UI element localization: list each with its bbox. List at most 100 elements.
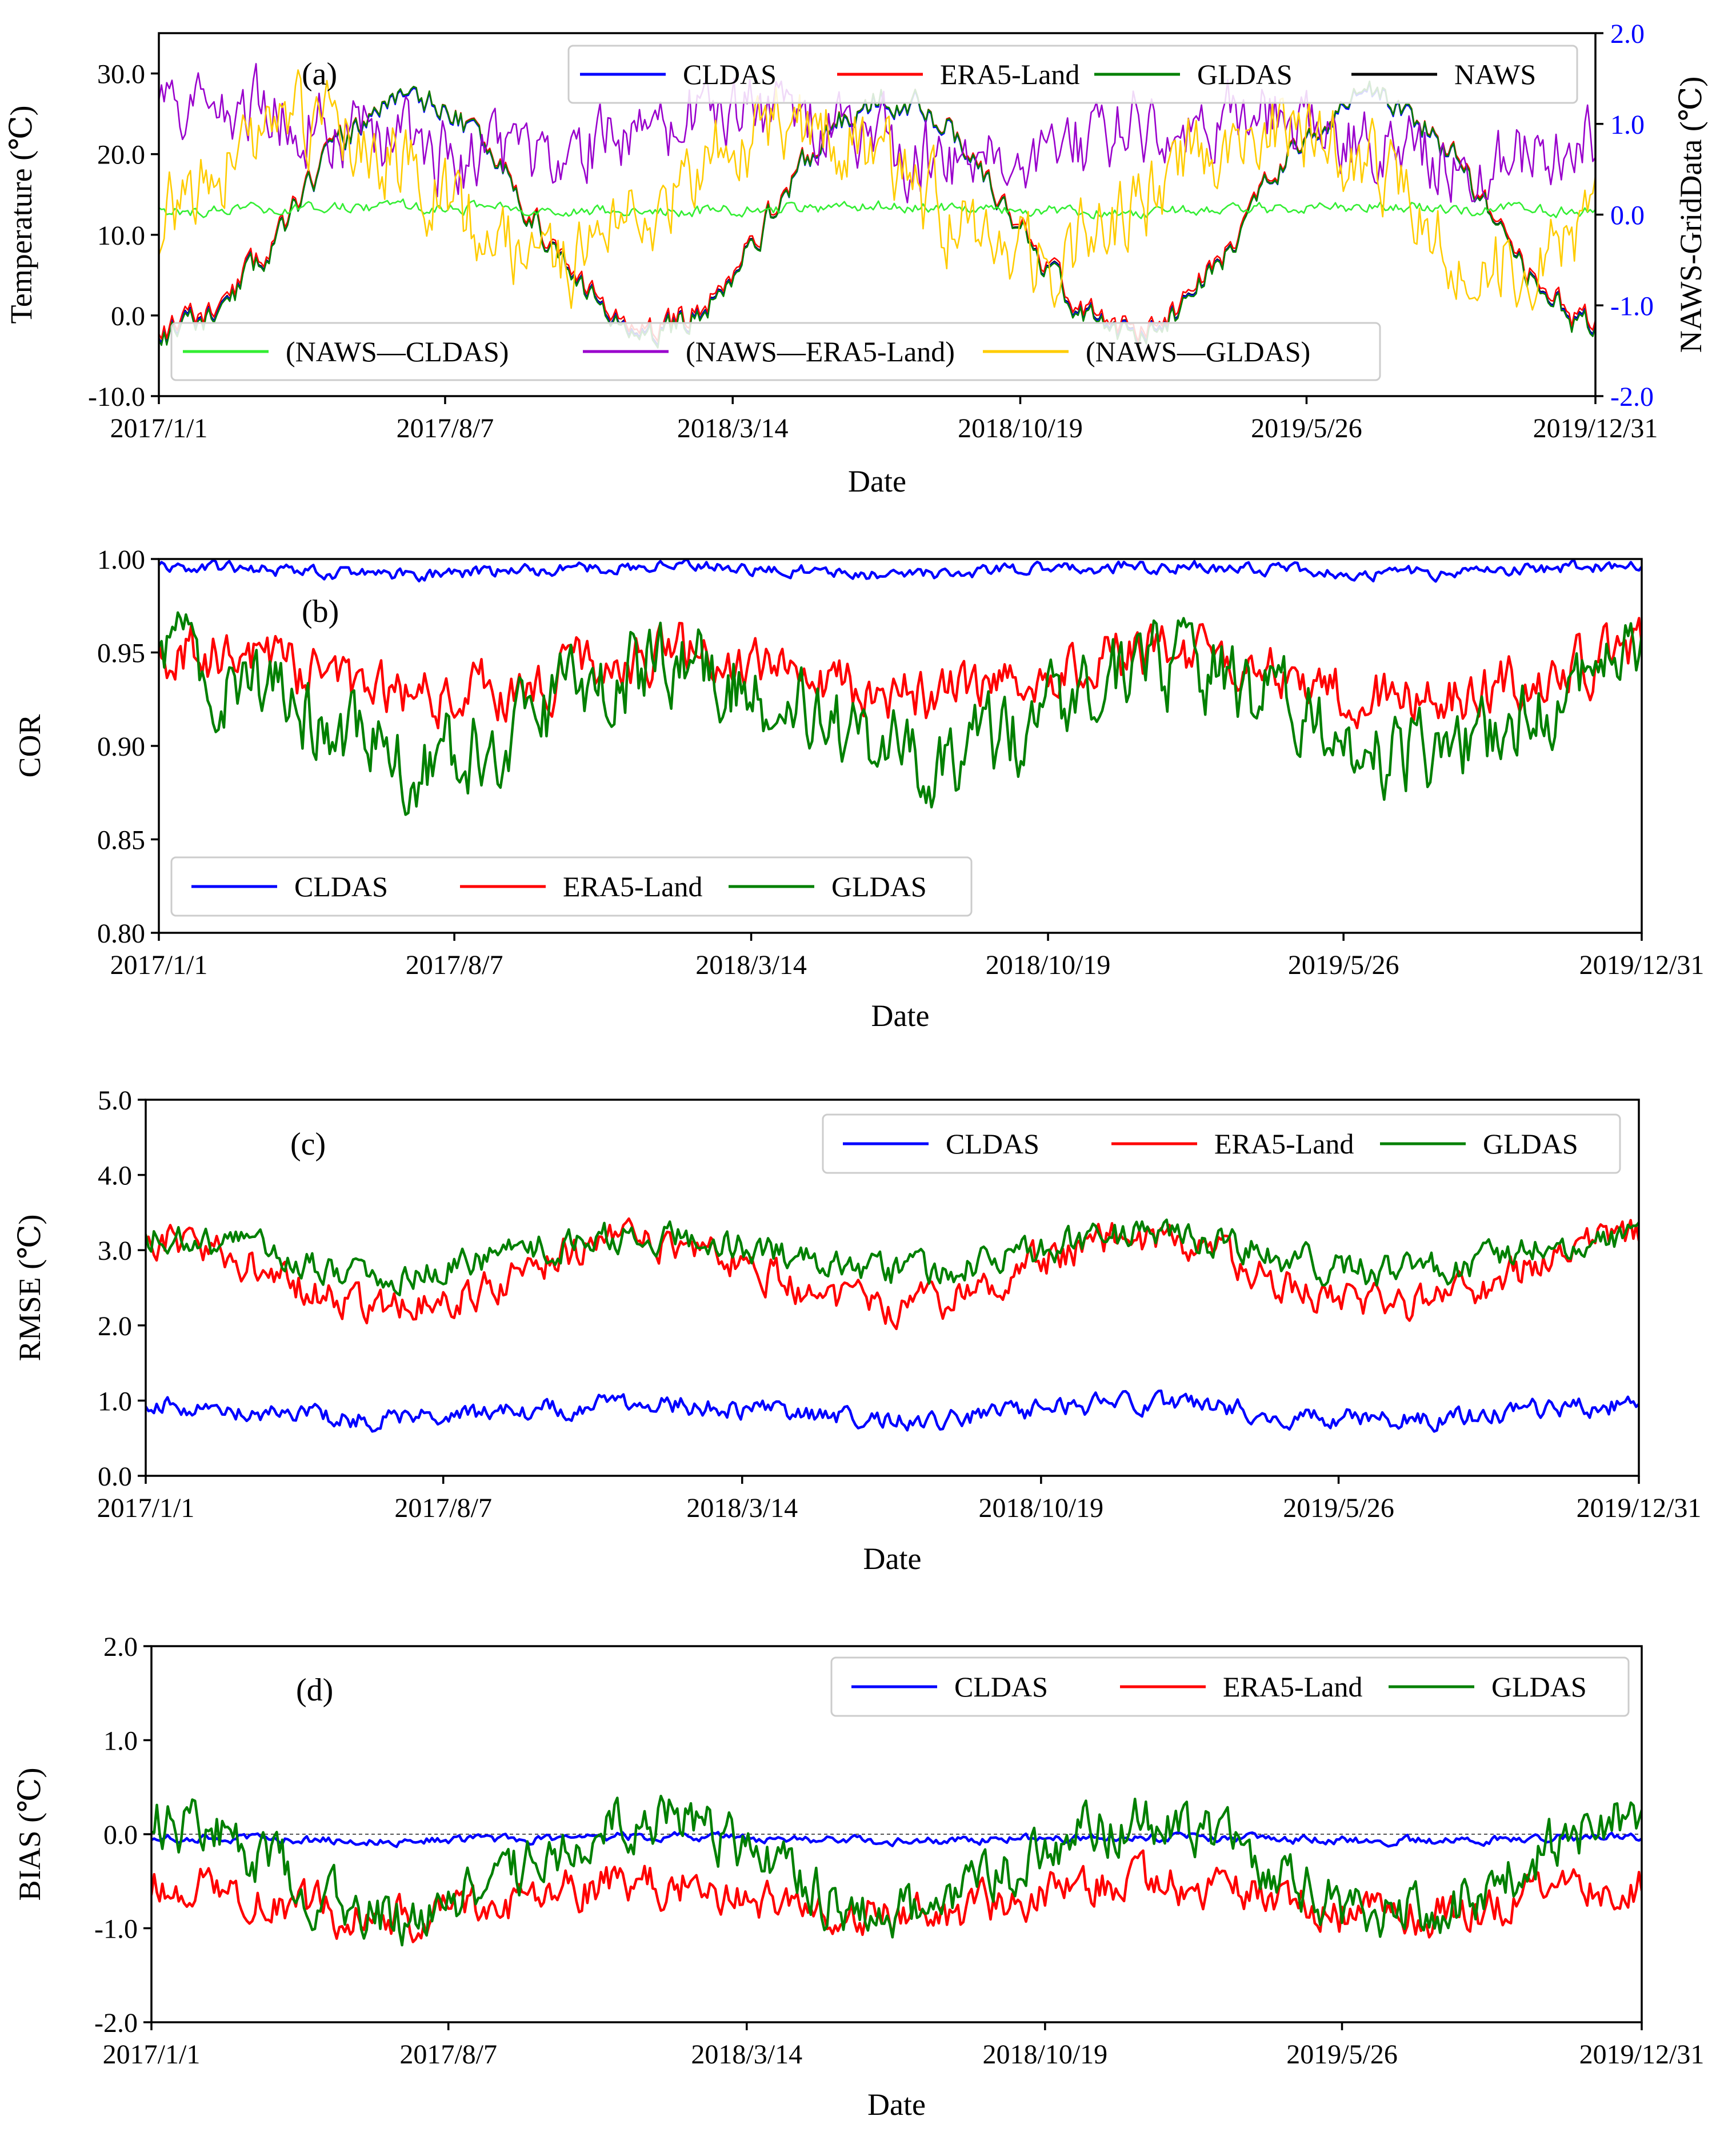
legend-entry-label: NAWS — [1454, 58, 1536, 90]
y-tick-label: 0.0 — [111, 301, 145, 332]
x-tick-label: 2019/5/26 — [1251, 413, 1362, 444]
legend-entry-label: CLDAS — [683, 58, 777, 90]
series-group — [146, 1217, 1639, 1433]
y-tick-label: -2.0 — [94, 2008, 138, 2038]
legend-frame — [822, 1113, 1621, 1174]
series-line-gldas — [159, 611, 1642, 816]
y-tick-label: 0.90 — [97, 732, 145, 762]
y-tick-label: 1.0 — [103, 1726, 138, 1756]
y-tick-label: 0.0 — [103, 1820, 138, 1850]
legend-entry-label: ERA5-Land — [563, 871, 702, 903]
panel-label: (b) — [302, 594, 339, 629]
panel-label: (a) — [302, 57, 337, 92]
y-tick-label: 0.0 — [98, 1462, 132, 1492]
series-line-cldas — [146, 1389, 1639, 1433]
legend: CLDAS ERA5-Land GLDAS — [822, 1113, 1621, 1174]
x-tick-label: 2018/10/19 — [983, 2039, 1108, 2070]
y-tick-label: 0.95 — [97, 638, 145, 669]
y-tick-label: 1.00 — [97, 545, 145, 575]
series-line-cldas — [151, 1831, 1642, 1848]
y2-tick-label: 1.0 — [1610, 110, 1645, 140]
panel-label: (c) — [290, 1127, 326, 1162]
x-axis-label: Date — [848, 464, 906, 498]
panel-c: 2017/1/1 2017/8/7 2018/3/14 2018/10/19 2019/… — [13, 1085, 1701, 1576]
y-tick-label: 4.0 — [98, 1161, 132, 1191]
y2-tick-label: -2.0 — [1610, 382, 1654, 412]
plot-frame — [145, 1099, 1640, 1477]
x-tick-label: 2018/3/14 — [691, 2039, 802, 2070]
panel-d: 2017/1/1 2017/8/7 2018/3/14 2018/10/19 2019/… — [13, 1632, 1704, 2122]
y-axis-label: COR — [13, 714, 47, 777]
x-tick-label: 2018/10/19 — [986, 950, 1111, 980]
panel-label: (d) — [296, 1672, 333, 1708]
x-tick-label: 2019/5/26 — [1283, 1493, 1394, 1523]
x-axis-label: Date — [863, 1542, 922, 1576]
legend-frame — [170, 856, 973, 917]
y-tick-label: 3.0 — [98, 1236, 132, 1266]
y-tick-label: 0.80 — [97, 919, 145, 949]
x-tick-label: 2017/8/7 — [397, 413, 494, 444]
legend-entry-label: GLDAS — [1491, 1671, 1587, 1703]
series-group — [151, 1794, 1642, 1947]
legend-entry-label: CLDAS — [294, 871, 388, 903]
x-tick-label: 2017/8/7 — [406, 950, 503, 980]
legend-frame — [567, 45, 1578, 104]
series-line-era5-land — [146, 1217, 1639, 1331]
y-axis-label: RMSE (℃) — [13, 1215, 47, 1362]
series-line-naws-era5-land — [159, 63, 1595, 203]
x-tick-label: 2017/1/1 — [97, 1493, 195, 1523]
x-tick-label: 2017/8/7 — [394, 1493, 492, 1523]
panel-a: 2017/1/1 2017/8/7 2018/3/14 2018/10/19 2019/… — [4, 19, 1708, 498]
y-axis-label: Temperature (℃) — [4, 106, 38, 324]
series-group — [159, 63, 1595, 349]
series-line-cldas — [159, 559, 1642, 583]
legend-frame — [830, 1656, 1630, 1717]
x-tick-label: 2017/1/1 — [110, 413, 208, 444]
legend: CLDAS ERA5-Land GLDAS — [170, 856, 973, 917]
y2-tick-label: 0.0 — [1610, 201, 1645, 231]
series-line-naws-gldas — [159, 69, 1595, 311]
x-tick-label: 2019/12/31 — [1579, 2039, 1705, 2070]
series-line-naws-cldas — [159, 198, 1595, 219]
legend-entry-label: (NAWS—GLDAS) — [1086, 336, 1310, 368]
x-axis-label: Date — [871, 999, 930, 1033]
x-tick-label: 2017/8/7 — [399, 2039, 497, 2070]
x-tick-label: 2018/10/19 — [958, 413, 1083, 444]
legend-entry-label: (NAWS—CLDAS) — [286, 336, 509, 368]
legend-entry-label: CLDAS — [954, 1671, 1048, 1703]
x-tick-label: 2019/5/26 — [1286, 2039, 1398, 2070]
y-tick-label: 30.0 — [97, 59, 145, 90]
y-tick-label: -1.0 — [94, 1914, 138, 1945]
legend-entry-label: ERA5-Land — [1214, 1128, 1354, 1160]
legend: (NAWS—CLDAS) (NAWS—ERA5-Land) (NAWS—GLDAS) — [170, 322, 1381, 381]
y2-tick-label: 2.0 — [1610, 19, 1645, 49]
legend-entry-label: ERA5-Land — [1223, 1671, 1362, 1703]
series-line-era5-land — [159, 617, 1642, 729]
legend-frame — [170, 322, 1381, 381]
legend: CLDAS ERA5-Land GLDAS NAWS — [567, 45, 1578, 104]
y-tick-label: -10.0 — [88, 382, 145, 412]
y-tick-label: 2.0 — [98, 1311, 132, 1342]
y-tick-label: 5.0 — [98, 1085, 132, 1116]
x-tick-label: 2017/1/1 — [110, 950, 208, 980]
y-tick-label: 1.0 — [98, 1386, 132, 1416]
x-tick-label: 2017/1/1 — [103, 2039, 201, 2070]
x-tick-label: 2018/10/19 — [979, 1493, 1104, 1523]
series-line-gldas — [146, 1218, 1639, 1297]
x-tick-label: 2018/3/14 — [695, 950, 807, 980]
series-line-gldas — [151, 1794, 1642, 1947]
y-tick-label: 2.0 — [103, 1632, 138, 1662]
legend-entry-label: CLDAS — [946, 1128, 1039, 1160]
x-tick-label: 2018/3/14 — [686, 1493, 798, 1523]
y-tick-label: 0.85 — [97, 825, 145, 856]
y2-tick-label: -1.0 — [1610, 291, 1654, 321]
x-tick-label: 2018/3/14 — [677, 413, 789, 444]
legend-entry-label: GLDAS — [1197, 58, 1293, 90]
x-tick-label: 2019/5/26 — [1288, 950, 1399, 980]
y2-axis-label: NAWS-GridData (℃) — [1674, 77, 1708, 353]
y-tick-label: 10.0 — [97, 221, 145, 251]
x-tick-label: 2019/12/31 — [1577, 1493, 1702, 1523]
y-tick-label: 20.0 — [97, 140, 145, 170]
legend: CLDAS ERA5-Land GLDAS — [830, 1656, 1630, 1717]
